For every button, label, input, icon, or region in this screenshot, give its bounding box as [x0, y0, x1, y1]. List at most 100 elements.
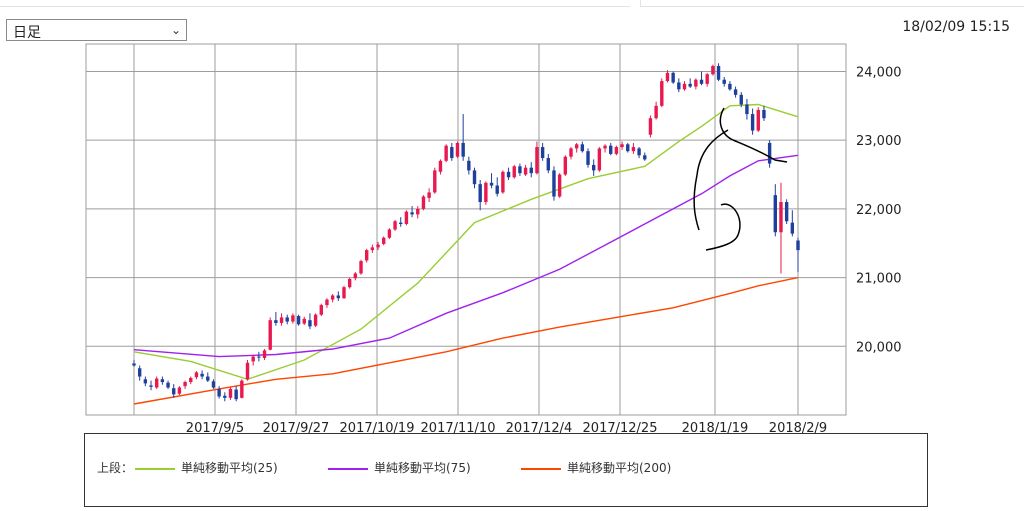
legend-label-sma25: 単純移動平均(25): [181, 461, 278, 475]
candle-body: [257, 356, 261, 358]
candle-body: [137, 368, 142, 377]
candle-body: [353, 273, 358, 279]
candle-body: [563, 156, 568, 175]
top-divider-right: [640, 0, 1024, 7]
moving-average-line-1: [133, 103, 799, 381]
candle-body: [620, 144, 624, 148]
y-tick-label: 21,000: [856, 272, 902, 287]
candle-body: [501, 171, 505, 193]
candle-body: [313, 314, 318, 326]
candle-body: [274, 320, 278, 323]
candle-body: [626, 144, 630, 152]
candle-body: [325, 299, 329, 306]
candle-body: [677, 82, 681, 90]
candle-body: [467, 160, 471, 171]
candle-body: [784, 202, 789, 222]
candle-body: [438, 160, 443, 172]
candle-body: [330, 295, 335, 300]
candle-body: [228, 388, 233, 398]
candle-body: [285, 317, 289, 322]
period-select[interactable]: 日足 ⌄: [6, 19, 187, 41]
candle-body: [574, 144, 579, 149]
candle-body: [149, 385, 153, 387]
candle-body: [342, 287, 346, 299]
legend-swatch-sma200: [521, 467, 561, 470]
candle-body: [546, 158, 550, 171]
candle-body: [416, 208, 420, 215]
candle-body: [750, 114, 755, 131]
candle-body: [654, 105, 658, 119]
legend-label-sma75: 単純移動平均(75): [374, 461, 471, 475]
candle-body: [364, 250, 369, 261]
candle-body: [518, 166, 522, 174]
candle-body: [694, 79, 698, 87]
candle-body: [206, 376, 210, 381]
x-tick-label: 2018/1/19: [682, 421, 749, 433]
candle-body: [609, 145, 613, 154]
candle-body: [319, 305, 323, 315]
candle-body: [540, 147, 545, 159]
candle-body: [580, 144, 585, 152]
freehand-annotation: [719, 107, 734, 141]
candle-body: [433, 170, 437, 193]
x-tick-label: 2017/10/19: [340, 421, 415, 433]
candle-body: [308, 320, 312, 327]
candle-body: [779, 202, 783, 233]
candle-body: [489, 182, 494, 186]
x-tick-label: 2017/11/10: [421, 421, 496, 433]
candle-body: [240, 380, 244, 398]
plot-area: [85, 43, 847, 416]
candle-body: [444, 145, 448, 161]
y-tick-label: 23,000: [856, 134, 902, 149]
candle-body: [234, 389, 238, 400]
candle-body: [716, 65, 721, 80]
candle-body: [262, 350, 267, 358]
candle-body: [376, 244, 380, 248]
candle-body: [478, 184, 482, 203]
candle-body: [359, 261, 363, 274]
candle-body: [143, 379, 148, 384]
freehand-annotation: [732, 139, 788, 163]
freehand-annotation: [693, 129, 729, 231]
candle-body: [450, 147, 454, 159]
candle-body: [472, 170, 477, 185]
moving-average-line-3: [133, 276, 799, 405]
datetime-label: 18/02/09 15:15: [902, 19, 1010, 35]
candle-body: [688, 83, 692, 87]
candle-body: [733, 89, 738, 95]
candle-body: [189, 377, 193, 383]
candle-body: [728, 83, 732, 90]
candle-body: [722, 79, 726, 84]
period-select-value: 日足: [13, 25, 41, 41]
candle-body: [711, 65, 715, 75]
top-divider-left: [0, 0, 630, 7]
candle-body: [745, 104, 749, 115]
candlestick-chart: 20,000 21,000 22,000 23,000 24,000 2017/9/5 20…: [85, 43, 902, 433]
candle-body: [569, 148, 573, 157]
candle-body: [614, 147, 619, 154]
candle-body: [194, 372, 199, 378]
candle-body: [382, 237, 386, 244]
x-tick-label: 2017/9/27: [263, 421, 330, 433]
candle-body: [404, 211, 409, 225]
candle-body: [291, 315, 295, 322]
legend-swatch-sma75: [328, 467, 368, 470]
candle-body: [665, 72, 670, 82]
candle-body: [427, 192, 431, 198]
y-tick-label: 20,000: [856, 340, 902, 355]
moving-average-line-2: [133, 154, 799, 358]
candle-body: [387, 229, 392, 238]
legend-item-sma25: 単純移動平均(25): [135, 459, 278, 476]
candle-body: [347, 278, 352, 288]
candle-body: [132, 363, 136, 366]
candle-body: [705, 74, 709, 84]
candle-body: [631, 147, 636, 152]
legend-swatch-sma25: [135, 467, 175, 470]
legend-label: 上段：: [97, 461, 134, 475]
candle-body: [410, 212, 414, 215]
candle-body: [643, 155, 647, 160]
candle-body: [251, 356, 255, 362]
y-tick-label: 24,000: [856, 65, 902, 80]
candle-body: [739, 94, 743, 105]
candle-body: [268, 320, 272, 350]
